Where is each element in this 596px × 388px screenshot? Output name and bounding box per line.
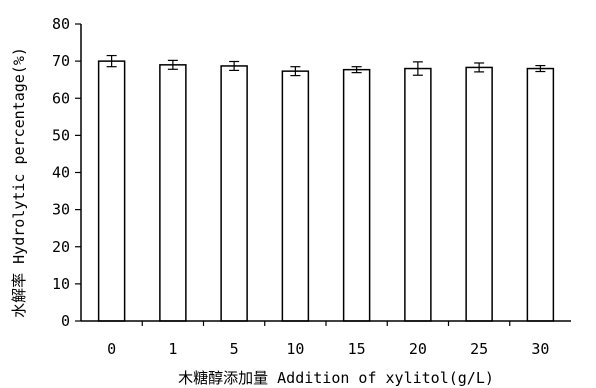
x-tick-label: 20 bbox=[409, 340, 427, 358]
y-tick-label: 0 bbox=[61, 312, 70, 330]
y-tick-label: 70 bbox=[52, 52, 70, 70]
x-axis-title: 木糖醇添加量 Addition of xylitol(g/L) bbox=[178, 369, 494, 387]
y-tick-label: 10 bbox=[52, 275, 70, 293]
bar bbox=[281, 70, 310, 322]
y-axis-ticks: 0 10 20 30 40 50 60 70 80 bbox=[52, 15, 81, 330]
x-tick-label: 25 bbox=[470, 340, 488, 358]
y-tick-label: 50 bbox=[52, 126, 70, 144]
x-tick-label: 30 bbox=[531, 340, 549, 358]
y-tick-label: 20 bbox=[52, 238, 70, 256]
x-tick-label: 1 bbox=[168, 340, 177, 358]
y-tick-label: 80 bbox=[52, 15, 70, 33]
x-tick-label: 15 bbox=[348, 340, 366, 358]
y-tick-label: 30 bbox=[52, 201, 70, 219]
bar bbox=[404, 67, 432, 322]
bar bbox=[526, 67, 555, 322]
bar bbox=[342, 68, 371, 322]
y-tick-label: 40 bbox=[52, 164, 70, 182]
bar bbox=[159, 64, 187, 322]
y-tick-label: 60 bbox=[52, 89, 70, 107]
bar bbox=[97, 60, 126, 322]
x-tick-label: 0 bbox=[107, 340, 116, 358]
x-tick-label: 10 bbox=[286, 340, 304, 358]
x-tick-label: 5 bbox=[230, 340, 239, 358]
bar bbox=[465, 66, 493, 322]
error-bars bbox=[106, 54, 546, 77]
y-axis-title: 水解率 Hydrolytic percentage(%) bbox=[10, 47, 28, 318]
bars bbox=[97, 60, 555, 322]
bar bbox=[220, 65, 248, 322]
x-axis-ticks: 0 1 5 10 15 20 25 30 bbox=[107, 321, 549, 358]
